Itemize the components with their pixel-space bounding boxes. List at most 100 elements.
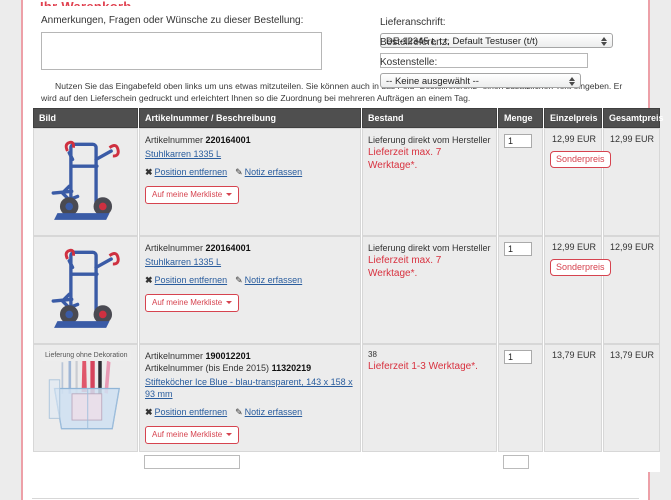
cell-description: Artikelnummer 220164001 Stuhlkarren 1335 … xyxy=(139,236,361,344)
article-number-old-line: Artikelnummer (bis Ende 2015) 11320219 xyxy=(145,362,355,374)
content-inner: Ihr Warenkorb Anmerkungen, Fragen oder W… xyxy=(23,0,648,104)
cell-description: Artikelnummer 220164001 Stuhlkarren 1335 … xyxy=(139,128,361,236)
delivery-address-row: Lieferanschrift: DE-12345 t, t t, Defaul… xyxy=(380,14,639,49)
column-header-quantity: Menge xyxy=(498,108,543,128)
status-badge: Sonderpreis xyxy=(550,259,611,276)
article-number-old-label: Artikelnummer (bis Ende 2015) xyxy=(145,363,270,373)
cost-center-select[interactable]: -- Keine ausgewählt -- xyxy=(380,73,581,89)
stock-note: Lieferung direkt vom Hersteller xyxy=(368,135,491,145)
close-icon: ✖ xyxy=(145,275,153,285)
order-form-area: Anmerkungen, Fragen oder Wünsche zu dies… xyxy=(32,11,639,89)
page-title: Ihr Warenkorb xyxy=(40,0,639,6)
cell-unit-price: 12,99 EUR Sonderpreis xyxy=(544,128,611,236)
cell-description: Artikelnummer 190012201 Artikelnummer (bi… xyxy=(139,344,361,452)
pen-holder-image xyxy=(48,351,120,430)
add-to-wishlist-button[interactable]: Auf meine Merkliste xyxy=(145,294,240,312)
updown-arrows-icon xyxy=(601,35,608,47)
chevron-down-icon xyxy=(226,193,233,197)
cost-center-label: Kostenstelle: xyxy=(380,57,438,69)
chevron-down-icon xyxy=(226,301,233,305)
quantity-input[interactable] xyxy=(504,350,532,364)
remove-position-link[interactable]: Position entfernen xyxy=(154,275,228,285)
status-badge: Sonderpreis xyxy=(550,151,611,168)
add-to-wishlist-button[interactable]: Auf meine Merkliste xyxy=(145,426,240,444)
cell-quantity xyxy=(498,344,543,452)
article-number-line: Artikelnummer 220164001 xyxy=(145,134,355,146)
quantity-input[interactable] xyxy=(504,134,532,148)
quick-add-cell-stock xyxy=(362,452,497,472)
table-row: Artikelnummer 220164001 Stuhlkarren 1335 … xyxy=(33,128,660,236)
cell-unit-price: 13,79 EUR xyxy=(544,344,602,452)
form-help-text: Nutzen Sie das Eingabefeld oben links um… xyxy=(41,81,623,103)
row-actions: ✖ Position entfernen ✎ Notiz erfassen xyxy=(145,275,355,286)
pencil-icon: ✎ xyxy=(235,407,243,417)
quick-add-quantity-input[interactable] xyxy=(503,455,529,469)
quick-add-cell-code xyxy=(139,452,361,472)
product-title-link[interactable]: Stuhlkarren 1335 L xyxy=(145,257,222,267)
cell-unit-price: 12,99 EUR Sonderpreis xyxy=(544,236,611,344)
row-actions: ✖ Position entfernen ✎ Notiz erfassen xyxy=(145,407,355,418)
cell-total-price: 13,79 EUR xyxy=(603,344,660,452)
order-note-label: Anmerkungen, Fragen oder Wünsche zu dies… xyxy=(41,15,304,26)
add-note-link[interactable]: Notiz erfassen xyxy=(244,275,303,285)
cart-table: Bild Artikelnummer / Beschreibung Bestan… xyxy=(32,108,664,472)
cell-stock: Lieferung direkt vom Hersteller Lieferzei… xyxy=(362,128,497,236)
lead-time-text: Lieferzeit max. 7 Werktage*. xyxy=(368,255,442,279)
quick-add-cell-image xyxy=(33,452,138,472)
sack-truck-image xyxy=(51,140,120,220)
article-number-old-value: 11320219 xyxy=(271,363,312,373)
stock-quantity: 38 xyxy=(368,350,377,359)
stock-note: Lieferung direkt vom Hersteller xyxy=(368,243,491,253)
product-image-wrap: Lieferung ohne Dekoration xyxy=(39,350,132,446)
cell-quantity xyxy=(498,236,543,344)
order-note-textarea[interactable] xyxy=(41,32,322,70)
row-actions: ✖ Position entfernen ✎ Notiz erfassen xyxy=(145,167,355,178)
cost-center-value: -- Keine ausgewählt -- xyxy=(386,76,479,88)
pencil-icon: ✎ xyxy=(235,167,243,177)
add-note-link[interactable]: Notiz erfassen xyxy=(244,407,303,417)
pencil-icon: ✎ xyxy=(235,275,243,285)
quick-add-cell-quantity xyxy=(498,452,543,472)
unit-price-value: 12,99 EUR xyxy=(551,242,596,252)
quantity-input[interactable] xyxy=(504,242,532,256)
article-number-value: 190012201 xyxy=(205,351,251,361)
total-price-value: 12,99 EUR xyxy=(609,242,654,252)
delivery-address-select[interactable]: DE-12345 t, t t, Default Testuser (t/t) xyxy=(380,33,613,49)
close-icon: ✖ xyxy=(145,407,153,417)
close-icon: ✖ xyxy=(145,167,153,177)
article-number-label: Artikelnummer xyxy=(145,243,204,253)
table-row: Artikelnummer 220164001 Stuhlkarren 1335 … xyxy=(33,236,660,344)
cell-total-price: 12,99 EUR xyxy=(603,236,660,344)
table-bottom-rule xyxy=(32,498,639,499)
product-title-link[interactable]: Stuhlkarren 1335 L xyxy=(145,149,222,159)
cell-stock: Lieferung direkt vom Hersteller Lieferzei… xyxy=(362,236,497,344)
delivery-address-label: Lieferanschrift: xyxy=(380,17,446,29)
no-decoration-tag: Lieferung ohne Dekoration xyxy=(42,350,131,361)
cell-quantity xyxy=(498,128,543,236)
add-to-wishlist-button[interactable]: Auf meine Merkliste xyxy=(145,186,240,204)
article-number-line: Artikelnummer 220164001 xyxy=(145,242,355,254)
column-header-stock: Bestand xyxy=(362,108,497,128)
product-title-link[interactable]: Stifteköcher Ice Blue - blau-transparent… xyxy=(145,377,353,399)
quick-add-code-input[interactable] xyxy=(144,455,240,469)
remove-position-link[interactable]: Position entfernen xyxy=(154,407,228,417)
table-row: Lieferung ohne Dekoration Artikelnummer 1… xyxy=(33,344,660,452)
cell-stock: 38 Lieferzeit 1-3 Werktage*. xyxy=(362,344,497,452)
remove-position-link[interactable]: Position entfernen xyxy=(154,167,228,177)
cell-image: Lieferung ohne Dekoration xyxy=(33,344,138,452)
quick-add-cell-total-price xyxy=(603,452,660,472)
lead-time-text: Lieferzeit 1-3 Werktage*. xyxy=(368,361,478,372)
order-reference-label: Bestellreferenz: xyxy=(380,37,450,49)
unit-price-value: 12,99 EUR xyxy=(551,134,596,144)
order-reference-input[interactable] xyxy=(380,53,588,69)
unit-price-value: 13,79 EUR xyxy=(551,350,596,360)
column-header-unit-price: Einzelpreis xyxy=(544,108,602,128)
cell-image xyxy=(33,128,138,236)
product-image-wrap xyxy=(39,242,132,338)
column-header-image: Bild xyxy=(33,108,138,128)
add-note-link[interactable]: Notiz erfassen xyxy=(244,167,303,177)
updown-arrows-icon xyxy=(569,75,576,87)
delivery-address-value: DE-12345 t, t t, Default Testuser (t/t) xyxy=(386,36,538,48)
cart-table-header-row: Bild Artikelnummer / Beschreibung Bestan… xyxy=(33,108,664,128)
